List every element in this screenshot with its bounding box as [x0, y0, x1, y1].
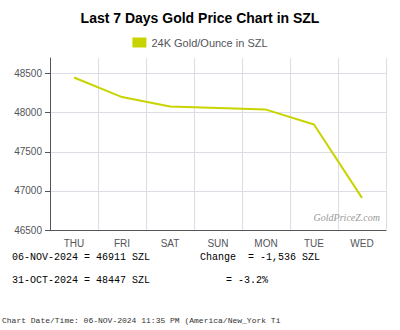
svg-text:47500: 47500: [14, 146, 42, 157]
svg-text:SUN: SUN: [207, 238, 228, 249]
svg-text:GoldPriceZ.com: GoldPriceZ.com: [314, 212, 380, 223]
svg-text:MON: MON: [254, 238, 277, 249]
svg-text:46500: 46500: [14, 225, 42, 236]
svg-text:06-NOV-2024 = 46911 SZL: 06-NOV-2024 = 46911 SZL: [12, 252, 150, 263]
svg-text:48000: 48000: [14, 107, 42, 118]
svg-text:TUE: TUE: [304, 238, 324, 249]
svg-text:Change = -1,536 SZL: Change = -1,536 SZL: [200, 252, 320, 263]
svg-text:= -3.2%: = -3.2%: [226, 275, 268, 286]
svg-text:31-OCT-2024 = 48447 SZL: 31-OCT-2024 = 48447 SZL: [12, 275, 150, 286]
svg-text:THU: THU: [64, 238, 85, 249]
svg-text:48500: 48500: [14, 68, 42, 79]
svg-text:24K Gold/Ounce in SZL: 24K Gold/Ounce in SZL: [151, 37, 267, 49]
svg-text:Chart Date/Time: 06-NOV-2024 1: Chart Date/Time: 06-NOV-2024 11:35 PM (A…: [2, 316, 281, 325]
svg-text:FRI: FRI: [114, 238, 130, 249]
svg-text:Last 7 Days Gold Price Chart i: Last 7 Days Gold Price Chart in SZL: [81, 10, 320, 26]
svg-text:47000: 47000: [14, 185, 42, 196]
svg-text:SAT: SAT: [161, 238, 180, 249]
svg-text:WED: WED: [350, 238, 373, 249]
